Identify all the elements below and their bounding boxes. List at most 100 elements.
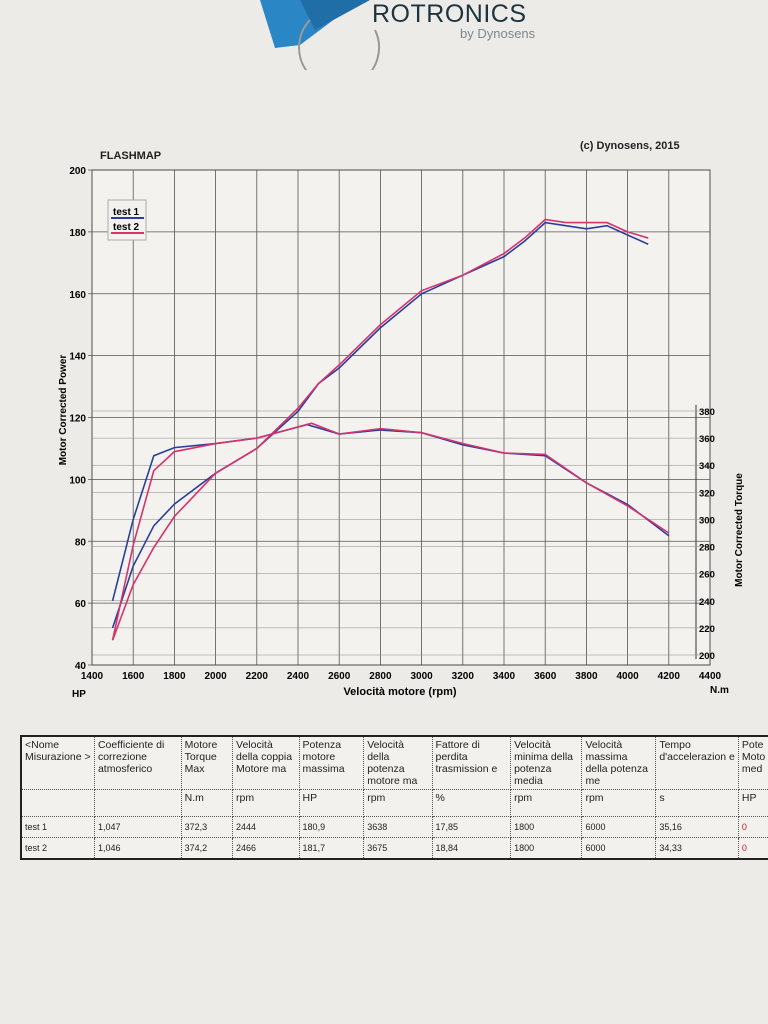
x-tick-label: 4400 (699, 671, 722, 682)
chart-title: FLASHMAP (100, 150, 162, 162)
table-cell: 1800 (510, 816, 583, 838)
x-tick-label: 4000 (616, 671, 639, 682)
table-row: test 2 1,046 374,2 2466 181,7 3675 18,84 1800 60… (20, 837, 768, 860)
table-cell: 17,85 (431, 816, 512, 838)
table-cell: 1800 (510, 837, 583, 860)
y2-tick-label: 300 (699, 515, 715, 526)
table-cell: 374,2 (180, 837, 234, 860)
x-tick-label: 3200 (452, 671, 475, 682)
y2-tick-label: 260 (699, 570, 715, 581)
y-tick-label: 160 (69, 290, 86, 301)
table-cell: 34,33 (655, 837, 739, 860)
column-header: Velocità della coppia Motore ma (232, 735, 300, 790)
x-axis-label: Velocità motore (rpm) (343, 686, 456, 698)
unit-cell: HP (298, 789, 365, 817)
table-cell: 1,046 (93, 837, 182, 860)
dyno-chart: 1400 1600 1800 2000 2200 2400 2600 2800 3000 3200… (58, 166, 745, 700)
unit-cell: rpm (232, 789, 300, 817)
x-tick-label: 2400 (287, 671, 310, 682)
y2-axis-label: Motor Corrected Torque (734, 473, 745, 587)
column-header: Potenza motore massima (298, 735, 365, 790)
column-header: Fattore di perdita trasmission e (431, 735, 512, 790)
table-cell: 1,047 (93, 816, 182, 838)
x-tick-label: 1600 (122, 671, 145, 682)
y2-tick-label: 280 (699, 543, 715, 554)
unit-cell (20, 789, 95, 817)
x-tick-label: 3400 (493, 671, 516, 682)
column-header: Velocità massima della potenza me (581, 735, 657, 790)
table-row: test 1 1,047 372,3 2444 180,9 3638 17,85 1800 60… (20, 816, 768, 838)
series-line-power-1 (111, 221, 649, 629)
y2-tick-label: 240 (699, 597, 715, 608)
table-cell: 372,3 (180, 816, 234, 838)
table-cell: test 2 (20, 837, 95, 860)
y2-tick-label: 220 (699, 624, 715, 635)
x-tick-label: 2800 (369, 671, 392, 682)
rotronics-logo (260, 0, 380, 70)
y2-tick-label: 360 (699, 434, 715, 445)
legend-label: test 1 (113, 207, 140, 218)
table-cell: 6000 (581, 837, 657, 860)
table-cell: 0 (737, 837, 768, 860)
column-header: Velocità della potenza motore ma (363, 735, 433, 790)
unit-cell: N.m (180, 789, 234, 817)
table-cell: 35,16 (655, 816, 739, 838)
table-cell: 180,9 (298, 816, 365, 838)
x-tick-label: 2200 (246, 671, 269, 682)
x-tick-label: 3600 (534, 671, 557, 682)
y-axis-label: Motor Corrected Power (58, 355, 69, 466)
table-cell: 0 (737, 816, 768, 838)
results-table: <Nome Misurazione > Coefficiente di corre… (20, 735, 768, 860)
y2-tick-label: 320 (699, 488, 715, 499)
table-units-row: N.m rpm HP rpm% rpm rpm s HP (20, 789, 768, 817)
unit-cell: HP (737, 789, 768, 817)
copyright: (c) Dynosens, 2015 (580, 140, 680, 152)
column-header: Tempo d'accelerazion e (655, 735, 739, 790)
series-line-power-2 (111, 218, 649, 641)
table-cell: 2444 (232, 816, 300, 838)
y2-tick-label: 340 (699, 461, 715, 472)
unit-cell: rpm (510, 789, 583, 817)
y-tick-label: 40 (75, 661, 87, 672)
column-header: Motore Torque Max (180, 735, 234, 790)
unit-cell: % (431, 789, 512, 817)
table-header-row: <Nome Misurazione > Coefficiente di corre… (20, 735, 768, 790)
table-cell: 6000 (581, 816, 657, 838)
y-tick-label: 180 (69, 228, 86, 239)
y-tick-label: 80 (75, 537, 87, 548)
x-tick-label: 2600 (328, 671, 351, 682)
column-header: Coefficiente di correzione atmosferico (93, 735, 182, 790)
y2-tick-label: 200 (699, 651, 715, 662)
x-tick-label: 4200 (658, 671, 681, 682)
unit-cell: rpm (363, 789, 433, 817)
legend-label: test 2 (113, 222, 140, 233)
unit-cell: rpm (581, 789, 657, 817)
y-tick-label: 60 (75, 599, 87, 610)
column-header: Velocità minima della potenza media (510, 735, 583, 790)
series-line-torque-2 (111, 422, 670, 641)
unit-cell (93, 789, 182, 817)
table-cell: 2466 (232, 837, 300, 860)
x-tick-label: 1400 (81, 671, 104, 682)
table-cell: 18,84 (431, 837, 512, 860)
column-header: Pote Moto med (737, 735, 768, 790)
brand-sub: by Dynosens (460, 26, 536, 41)
column-header: <Nome Misurazione > (20, 735, 95, 790)
y2-tick-label: 380 (699, 407, 715, 418)
table-cell: 181,7 (298, 837, 365, 860)
y-tick-label: 140 (69, 352, 86, 363)
y-unit-label: HP (72, 689, 86, 700)
y-tick-label: 200 (69, 166, 86, 177)
brand-name: ROTRONICS (372, 0, 527, 28)
x-tick-label: 3800 (575, 671, 598, 682)
y-tick-label: 120 (69, 414, 86, 425)
table-cell: 3675 (363, 837, 433, 860)
y-tick-label: 100 (69, 475, 86, 486)
table-cell: 3638 (363, 816, 433, 838)
x-tick-label: 1800 (163, 671, 186, 682)
x-tick-label: 3000 (410, 671, 433, 682)
unit-cell: s (655, 789, 739, 817)
table-cell: test 1 (20, 816, 95, 838)
y2-unit-label: N.m (710, 685, 729, 696)
x-tick-label: 2000 (204, 671, 227, 682)
